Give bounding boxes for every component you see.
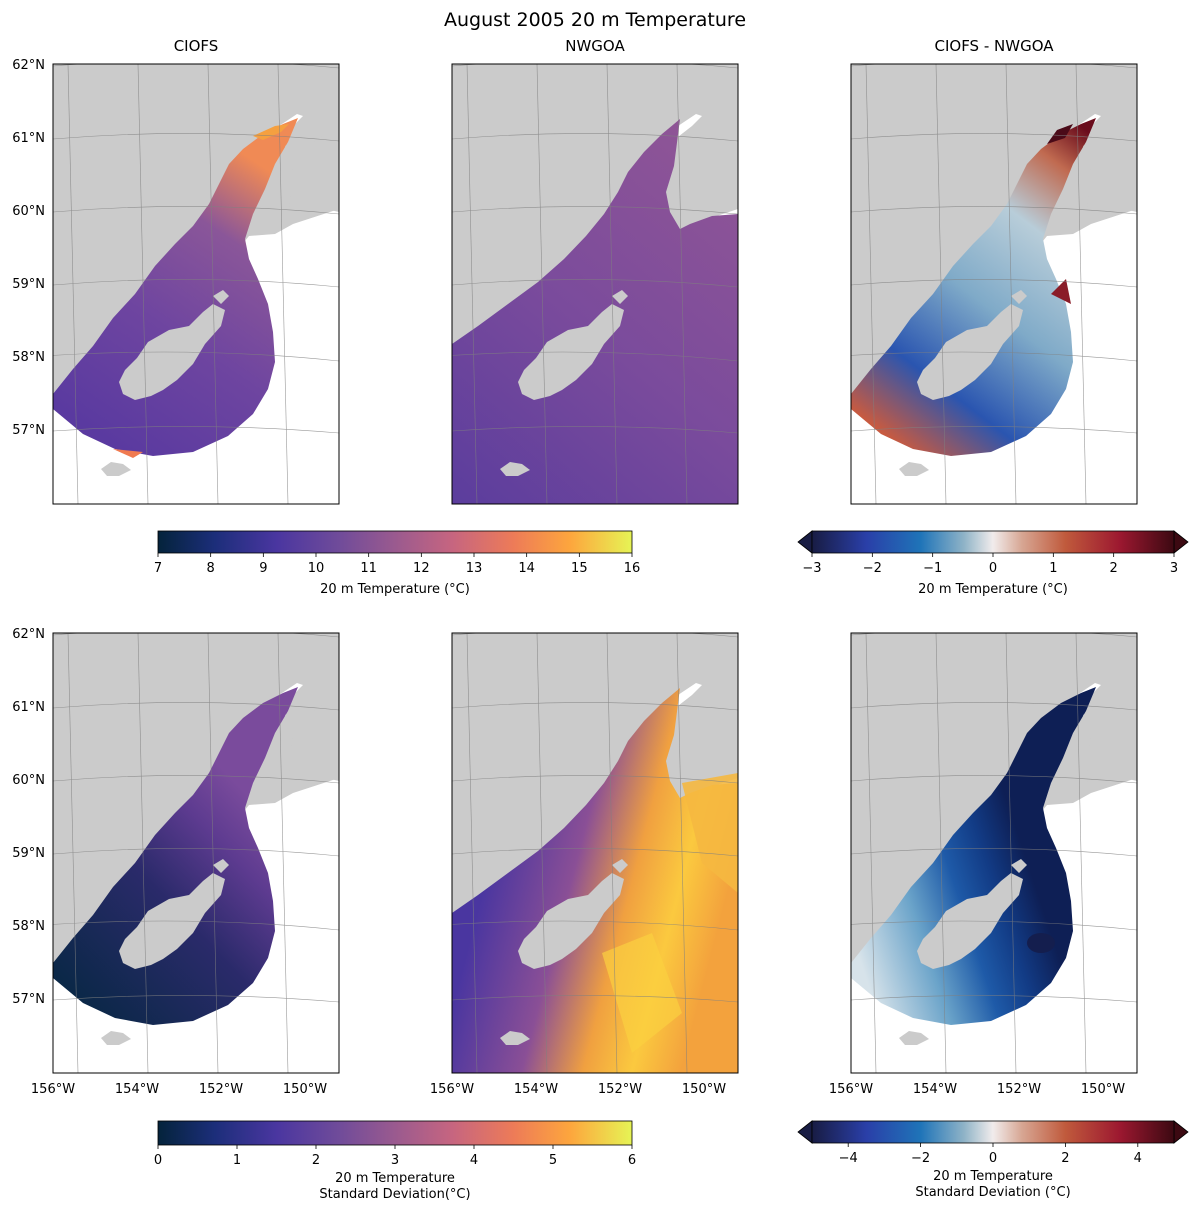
colorbar-tick-label: 4 bbox=[470, 1153, 478, 1168]
map-panel-1: CIOFS 62°N 61°N 60°N 59°N 58°N 57°N bbox=[12, 37, 340, 505]
lon-tick-label: 156°W bbox=[31, 1082, 75, 1097]
colorbar-tick-label: 11 bbox=[360, 561, 377, 576]
colorbar-tick-label: 10 bbox=[308, 561, 325, 576]
lat-tick-label: 59°N bbox=[12, 846, 45, 861]
colorbar-tick-label: 0 bbox=[154, 1153, 162, 1168]
colorbar-label: 20 m Temperature (°C) bbox=[320, 582, 470, 597]
colorbar-label: Standard Deviation(°C) bbox=[319, 1187, 470, 1202]
colorbar-tick-label: 2 bbox=[1061, 1151, 1069, 1166]
colorbar-tick-label: 16 bbox=[624, 561, 641, 576]
lon-tick-label: 152°W bbox=[199, 1082, 243, 1097]
panel-frame bbox=[451, 632, 739, 1074]
panel-title: CIOFS bbox=[174, 37, 219, 55]
colorbar-tick-label: 13 bbox=[466, 561, 483, 576]
map-panel-5: 156°W 154°W 152°W 150°W bbox=[430, 632, 739, 1097]
colorbar-tick-label: 9 bbox=[259, 561, 267, 576]
colorbar-gradient bbox=[811, 530, 1175, 554]
colorbar-tick-label: 3 bbox=[391, 1153, 399, 1168]
colorbar-tick-label: 6 bbox=[628, 1153, 636, 1168]
lon-tick-label: 154°W bbox=[913, 1082, 957, 1097]
colorbar-tick-label: −1 bbox=[923, 561, 942, 576]
colorbar-gradient bbox=[157, 530, 633, 554]
colorbar-label: 20 m Temperature bbox=[933, 1169, 1053, 1184]
map-panel-4: 62°N 61°N 60°N 59°N 58°N 57°N 156°W 154°W 152°W 1… bbox=[12, 627, 340, 1097]
lat-tick-label: 58°N bbox=[12, 350, 45, 365]
map-panel-6: 156°W 154°W 152°W 150°W bbox=[829, 632, 1138, 1097]
data-field bbox=[452, 119, 738, 504]
data-field bbox=[53, 687, 298, 1025]
panel-title: NWGOA bbox=[565, 37, 625, 55]
colorbar-tick-label: 1 bbox=[1049, 561, 1057, 576]
lat-tick-label: 61°N bbox=[12, 700, 45, 715]
colorbar-tick-label: 0 bbox=[989, 1151, 997, 1166]
colorbar-gradient bbox=[811, 1120, 1175, 1144]
colorbar-tick-label: 4 bbox=[1134, 1151, 1142, 1166]
colorbar-tick-label: 2 bbox=[1110, 561, 1118, 576]
colorbar-tick-label: 14 bbox=[518, 561, 535, 576]
colorbar-2: −3 −2 −1 0 1 2 3 20 m Temperature (°C) bbox=[797, 530, 1189, 597]
kenai-land bbox=[1083, 682, 1137, 783]
lon-tick-label: 156°W bbox=[829, 1082, 873, 1097]
kenai-land bbox=[285, 113, 339, 214]
kenai-land bbox=[1083, 113, 1137, 214]
lat-tick-label: 57°N bbox=[12, 423, 45, 438]
figure-title: August 2005 20 m Temperature bbox=[444, 9, 746, 31]
colorbar-tick-label: 1 bbox=[233, 1153, 241, 1168]
lat-tick-label: 58°N bbox=[12, 919, 45, 934]
data-field bbox=[53, 118, 298, 456]
colorbar-tick-label: 7 bbox=[154, 561, 162, 576]
colorbar-gradient bbox=[157, 1120, 633, 1146]
lat-tick-label: 57°N bbox=[12, 992, 45, 1007]
lon-tick-label: 150°W bbox=[283, 1082, 327, 1097]
lon-tick-label: 154°W bbox=[115, 1082, 159, 1097]
lat-tick-label: 59°N bbox=[12, 277, 45, 292]
panel-title: CIOFS - NWGOA bbox=[934, 37, 1054, 55]
lon-tick-label: 152°W bbox=[997, 1082, 1041, 1097]
panel-frame bbox=[52, 632, 340, 1074]
lon-tick-label: 150°W bbox=[682, 1082, 726, 1097]
colorbar-tick-label: 15 bbox=[571, 561, 588, 576]
colorbar-1: 7 8 9 10 11 12 13 14 15 16 20 m Temperature (°C) bbox=[154, 530, 641, 597]
lon-tick-label: 154°W bbox=[514, 1082, 558, 1097]
kenai-land bbox=[285, 682, 339, 783]
map-panel-2: NWGOA bbox=[451, 37, 739, 505]
colorbar-tick-label: 12 bbox=[413, 561, 430, 576]
colorbar-tick-label: 3 bbox=[1170, 561, 1178, 576]
colorbar-tick-label: 8 bbox=[207, 561, 215, 576]
colorbar-label: 20 m Temperature (°C) bbox=[918, 582, 1068, 597]
lon-tick-label: 156°W bbox=[430, 1082, 474, 1097]
lat-tick-label: 61°N bbox=[12, 131, 45, 146]
colorbar-tick-label: −3 bbox=[802, 561, 821, 576]
map-panel-3: CIOFS - NWGOA bbox=[850, 37, 1138, 505]
colorbar-tick-label: 2 bbox=[312, 1153, 320, 1168]
colorbar-tick-label: −4 bbox=[839, 1151, 858, 1166]
colorbar-tick-label: −2 bbox=[911, 1151, 930, 1166]
panel-frame bbox=[850, 63, 1138, 505]
colorbar-tick-label: 5 bbox=[549, 1153, 557, 1168]
data-field bbox=[851, 118, 1096, 456]
panel-frame bbox=[52, 63, 340, 505]
colorbar-label: Standard Deviation (°C) bbox=[915, 1185, 1070, 1200]
panel-frame bbox=[850, 632, 1138, 1074]
colorbar-tick-label: 0 bbox=[989, 561, 997, 576]
lat-tick-label: 62°N bbox=[12, 58, 45, 73]
lat-tick-label: 62°N bbox=[12, 627, 45, 642]
lon-tick-label: 150°W bbox=[1081, 1082, 1125, 1097]
colorbar-label: 20 m Temperature bbox=[335, 1171, 455, 1186]
lat-tick-label: 60°N bbox=[12, 204, 45, 219]
lat-tick-label: 60°N bbox=[12, 773, 45, 788]
panel-frame bbox=[451, 63, 739, 505]
colorbar-tick-label: −2 bbox=[863, 561, 882, 576]
lon-tick-label: 152°W bbox=[598, 1082, 642, 1097]
